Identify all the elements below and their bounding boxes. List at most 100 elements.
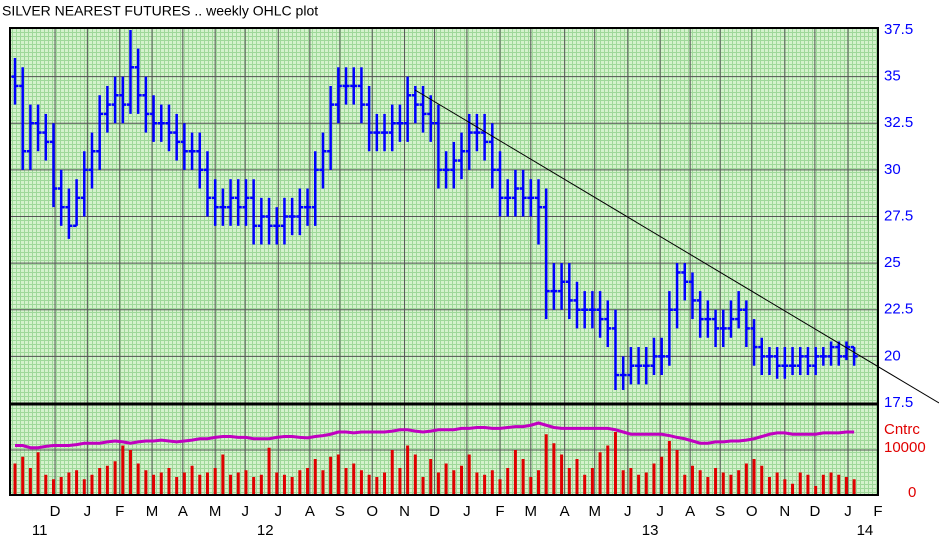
volume-bar xyxy=(737,470,741,495)
x-tick-label: J xyxy=(84,503,92,520)
volume-bar xyxy=(536,470,540,495)
volume-bar xyxy=(521,459,525,495)
volume-bar xyxy=(436,472,440,495)
volume-bar xyxy=(844,477,848,495)
volume-bar xyxy=(798,472,802,495)
volume-bar xyxy=(275,472,279,495)
volume-axis-label: Cntrc xyxy=(884,421,920,438)
volume-bar xyxy=(590,468,594,495)
volume-bar xyxy=(652,463,656,495)
x-tick-label: A xyxy=(305,503,315,520)
x-tick-label: M xyxy=(588,503,601,520)
volume-bar xyxy=(175,477,179,495)
volume-bar xyxy=(506,468,510,495)
x-tick-label: J xyxy=(624,503,632,520)
volume-bar xyxy=(814,486,818,495)
volume-bar xyxy=(683,474,687,495)
volume-bar xyxy=(598,452,602,495)
volume-bar xyxy=(513,450,517,495)
volume-bar xyxy=(460,465,464,495)
marks xyxy=(11,30,858,495)
volume-bar xyxy=(128,450,132,495)
volume-bar xyxy=(637,474,641,495)
x-tick-label: N xyxy=(399,503,410,520)
volume-bar xyxy=(452,470,456,495)
volume-bar xyxy=(498,479,502,495)
volume-bar xyxy=(282,474,286,495)
volume-bar xyxy=(852,479,856,495)
year-label: 13 xyxy=(642,522,659,539)
x-tick-label: D xyxy=(809,503,820,520)
volume-bar xyxy=(398,468,402,495)
x-tick-label: M xyxy=(209,503,222,520)
volume-bar xyxy=(490,470,494,495)
volume-bar xyxy=(413,454,417,495)
volume-bar xyxy=(336,454,340,495)
volume-bar xyxy=(552,443,556,495)
volume-bar xyxy=(82,479,86,495)
trend-line xyxy=(414,89,939,404)
volume-bar xyxy=(721,472,725,495)
y-tick-label: 20 xyxy=(884,347,901,364)
volume-bar xyxy=(229,474,233,495)
volume-bar xyxy=(159,472,163,495)
volume-bar xyxy=(213,468,217,495)
volume-bar xyxy=(775,472,779,495)
y-tick-label: 32.5 xyxy=(884,114,913,131)
volume-bar xyxy=(198,474,202,495)
volume-bar xyxy=(837,474,841,495)
volume-bar xyxy=(698,470,702,495)
volume-bar xyxy=(167,468,171,495)
y-tick-label: 30 xyxy=(884,161,901,178)
volume-bar xyxy=(244,470,248,495)
x-tick-label: J xyxy=(656,503,664,520)
volume-bar xyxy=(375,477,379,495)
volume-bar xyxy=(629,468,633,495)
volume-bar xyxy=(121,445,125,495)
volume-bar xyxy=(367,474,371,495)
volume-bar xyxy=(98,468,102,495)
y2-tick-label: 0 xyxy=(908,484,916,501)
volume-bar xyxy=(475,472,479,495)
volume-bar xyxy=(583,474,587,495)
volume-bar xyxy=(75,470,79,495)
year-label: 12 xyxy=(257,522,274,539)
volume-bar xyxy=(321,470,325,495)
year-label: 11 xyxy=(32,522,48,539)
volume-bar xyxy=(313,459,317,495)
x-tick-label: F xyxy=(873,503,882,520)
volume-bar xyxy=(329,456,333,495)
volume-bar xyxy=(675,450,679,495)
volume-bar xyxy=(21,456,25,495)
frame xyxy=(9,27,879,496)
x-tick-label: J xyxy=(275,503,283,520)
x-tick-label: A xyxy=(685,503,695,520)
volume-bar xyxy=(344,468,348,495)
volume-bar xyxy=(259,474,263,495)
x-tick-label: O xyxy=(366,503,378,520)
volume-bar xyxy=(90,474,94,495)
volume-bar xyxy=(744,463,748,495)
x-tick-label: O xyxy=(746,503,758,520)
volume-bar xyxy=(221,454,225,495)
y2-tick-label: 10000 xyxy=(884,439,926,456)
volume-bar xyxy=(444,463,448,495)
volume-bar xyxy=(406,445,410,495)
open-interest-line xyxy=(15,421,855,450)
volume-bar xyxy=(44,474,48,495)
volume-bar xyxy=(113,461,117,495)
x-tick-label: J xyxy=(463,503,471,520)
volume-bar xyxy=(306,468,310,495)
volume-bar xyxy=(105,465,109,495)
y-tick-label: 25 xyxy=(884,254,901,271)
volume-bar xyxy=(483,474,487,495)
volume-bar xyxy=(567,468,571,495)
volume-bar xyxy=(606,445,610,495)
volume-bar xyxy=(767,477,771,495)
volume-bar xyxy=(267,447,271,495)
volume-bar xyxy=(421,477,425,495)
volume-bar xyxy=(190,465,194,495)
volume-bar xyxy=(575,459,579,495)
price-panel xyxy=(10,28,878,403)
